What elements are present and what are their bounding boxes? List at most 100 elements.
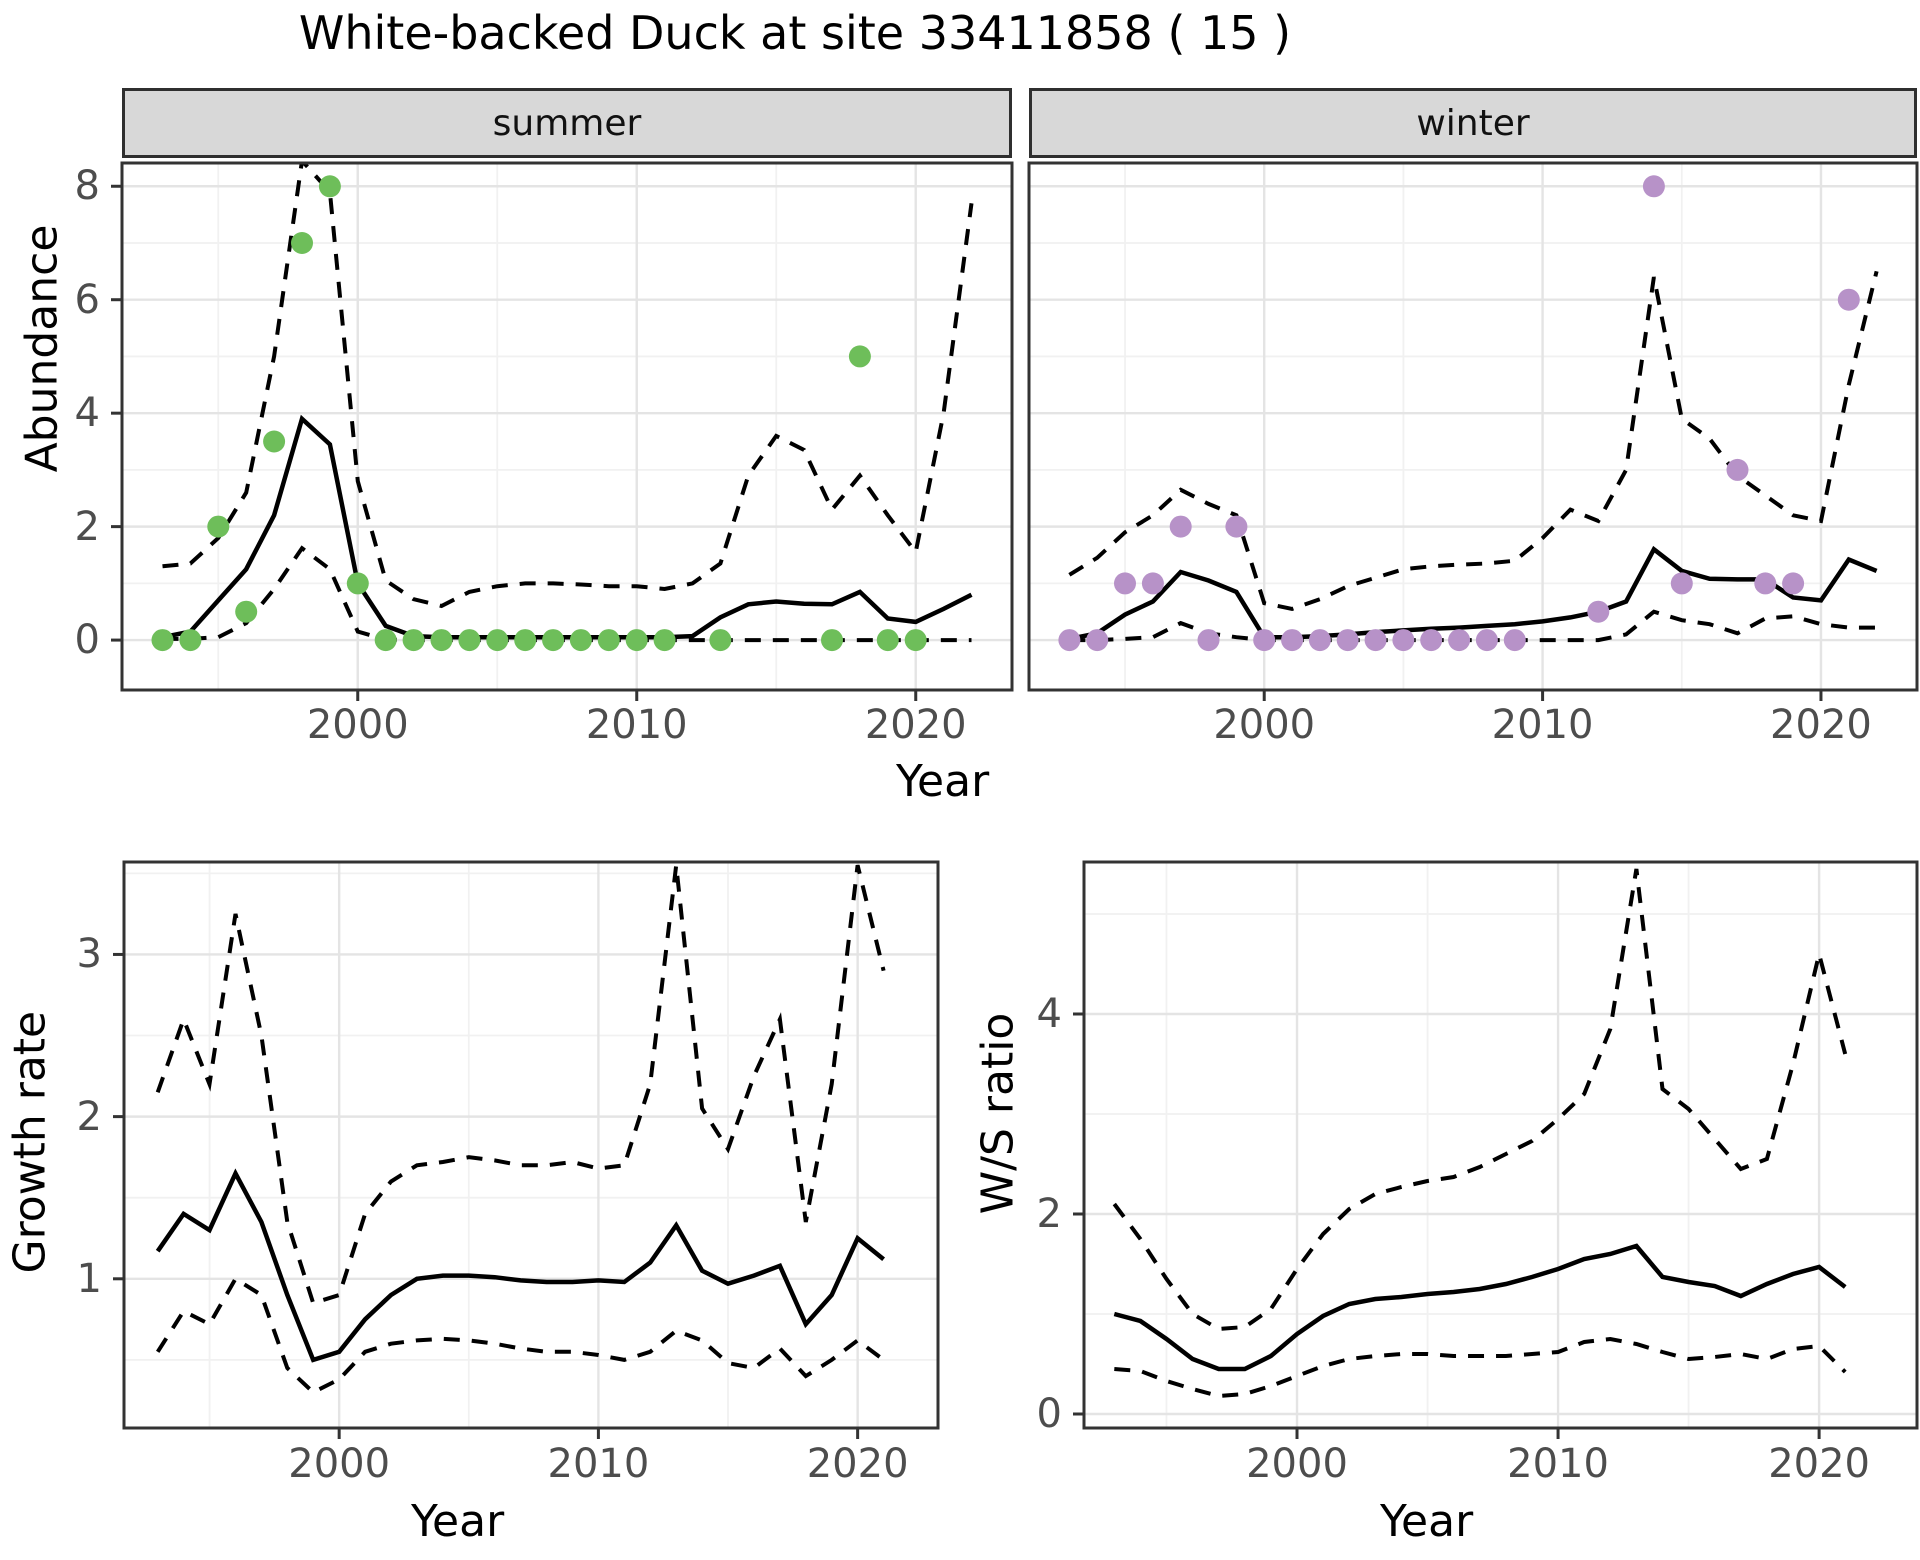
x-axis-title-top: Year (896, 756, 990, 807)
panel-summer (111, 161, 1014, 701)
data-point (151, 629, 174, 652)
x-tick-label: 2000 (1213, 702, 1316, 748)
data-point (1726, 458, 1749, 481)
panel-background (122, 163, 1012, 690)
mean-line (1068, 545, 1878, 642)
data-point (597, 629, 620, 652)
data-point (848, 345, 871, 368)
data-point (1281, 629, 1304, 652)
data-point (1364, 629, 1387, 652)
mean-line (162, 414, 973, 640)
data-point (430, 629, 453, 652)
data-point (1086, 629, 1109, 652)
x-tick-label: 2020 (864, 702, 967, 748)
mean-line (155, 1168, 886, 1363)
y-tick-label: 8 (74, 163, 100, 210)
lower-ci-line (1114, 1336, 1847, 1399)
panel-w-s-ratio (1073, 860, 1919, 1439)
data-point (1225, 515, 1248, 538)
panel-border (120, 161, 1014, 692)
data-point (625, 629, 648, 652)
data-point (1141, 572, 1164, 595)
panel-growth-rate (113, 860, 940, 1439)
y-tick-label: 2 (1036, 1191, 1062, 1237)
panel-border (122, 860, 940, 1430)
y-tick-label: 0 (74, 617, 100, 664)
data-point (1308, 629, 1331, 652)
y-tick-label: 0 (1036, 1391, 1062, 1437)
y-tick-label: 4 (1036, 991, 1062, 1037)
upper-ci-line (1068, 270, 1879, 611)
data-point (207, 515, 230, 538)
data-point (1475, 629, 1498, 652)
panel-winter (1027, 161, 1919, 701)
data-point (1587, 600, 1610, 623)
x-tick-label: 2000 (1246, 1441, 1348, 1487)
data-point (1392, 629, 1415, 652)
data-point (402, 629, 425, 652)
x-tick-label: 2010 (547, 1441, 650, 1487)
panel-background (1084, 862, 1917, 1428)
data-point (458, 629, 481, 652)
data-point (235, 600, 258, 623)
data-point (1169, 515, 1192, 538)
data-point (374, 629, 397, 652)
data-point (1197, 629, 1220, 652)
lower-ci-line (156, 1276, 885, 1395)
data-point (1837, 288, 1860, 311)
x-tick-label: 2010 (585, 702, 688, 748)
y-axis-title-ws-ratio: W/S ratio (972, 1012, 1024, 1215)
data-point (1253, 629, 1276, 652)
panel-background (124, 862, 938, 1428)
data-lines (1112, 868, 1848, 1399)
upper-ci-line (1112, 868, 1848, 1332)
y-tick-label: 3 (76, 931, 102, 978)
facet-strip-winter: winter (1029, 88, 1917, 158)
data-point (346, 572, 369, 595)
mean-line (1113, 1243, 1847, 1372)
data-point (514, 629, 537, 652)
data-point (1503, 629, 1526, 652)
data-point (1114, 572, 1136, 595)
data-point (1448, 629, 1471, 652)
y-tick-label: 6 (74, 276, 100, 323)
data-point (653, 629, 676, 652)
data-point (1754, 572, 1777, 595)
data-lines (1068, 270, 1879, 643)
data-point (876, 629, 899, 652)
data-point (1336, 629, 1359, 652)
data-lines (155, 864, 886, 1395)
figure-title: White-backed Duck at site 33411858 ( 15 … (298, 6, 1292, 60)
panel-background (1029, 163, 1917, 690)
data-point (709, 629, 732, 652)
x-axis-title-ws: Year (1380, 1496, 1474, 1547)
data-point (486, 629, 509, 652)
data-point (1670, 572, 1693, 595)
facet-strip-winter-label: winter (1416, 102, 1530, 144)
facet-strip-summer-label: summer (492, 102, 642, 144)
x-tick-label: 2000 (306, 702, 409, 748)
x-tick-label: 2000 (288, 1441, 391, 1487)
facet-strip-summer: summer (122, 88, 1012, 158)
y-tick-label: 4 (74, 390, 100, 437)
x-tick-label: 2020 (1768, 1441, 1870, 1487)
y-axis-title-abundance: Abundance (16, 224, 68, 473)
data-point (569, 629, 592, 652)
data-point (1642, 175, 1665, 198)
data-point (904, 629, 927, 652)
data-point (1420, 629, 1443, 652)
data-point (318, 175, 341, 198)
data-point (263, 430, 286, 453)
x-tick-label: 2010 (1507, 1441, 1609, 1487)
y-axis-title-growth-rate: Growth rate (4, 1010, 56, 1274)
data-point (179, 629, 202, 652)
panel-border (1082, 860, 1919, 1430)
x-tick-label: 2010 (1491, 702, 1594, 748)
x-axis-title-growth: Year (411, 1496, 505, 1547)
data-point (291, 232, 313, 254)
y-tick-label: 2 (74, 503, 100, 550)
data-point (821, 629, 843, 652)
data-point (1058, 629, 1081, 652)
